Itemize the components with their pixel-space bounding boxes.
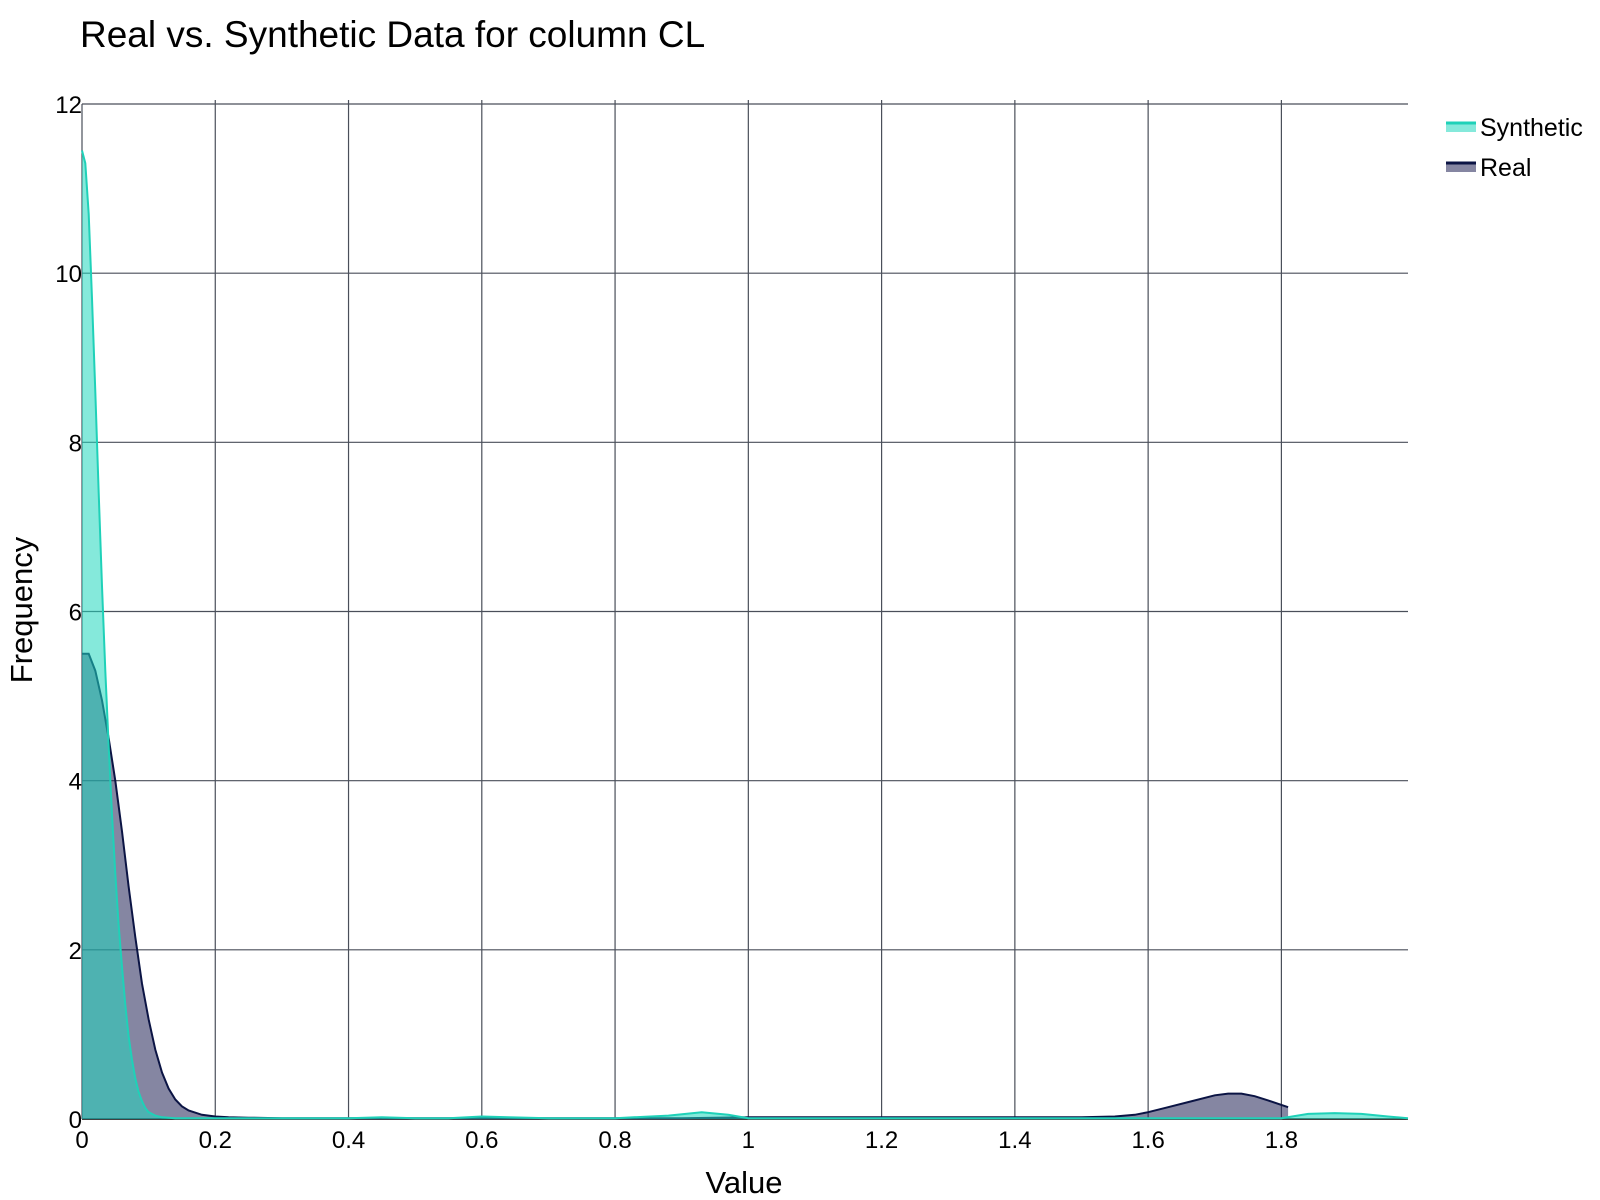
series-area-real — [82, 653, 1289, 1119]
y-tick-label: 2 — [69, 938, 82, 965]
x-tick-label: 0.8 — [598, 1127, 631, 1154]
legend-swatch-fill — [1446, 162, 1476, 172]
y-tick-label: 8 — [69, 430, 82, 457]
x-tick-label: 0 — [75, 1127, 88, 1154]
legend-item-synthetic[interactable]: Synthetic — [1446, 114, 1583, 142]
y-tick-label: 0 — [69, 1107, 82, 1134]
legend-swatch-fill — [1446, 122, 1476, 132]
legend-item-real[interactable]: Real — [1446, 154, 1531, 182]
y-tick-label: 6 — [69, 600, 82, 627]
legend-label: Real — [1480, 154, 1531, 182]
legend-label: Synthetic — [1480, 114, 1583, 142]
series-line-synthetic — [81, 150, 1409, 1120]
x-axis-title: Value — [706, 1165, 783, 1200]
series-areas — [81, 150, 1409, 1120]
chart-title: Real vs. Synthetic Data for column CL — [80, 14, 706, 55]
y-tick-label: 4 — [69, 769, 82, 796]
x-tick-label: 0.2 — [199, 1127, 232, 1154]
x-tick-label: 1.6 — [1131, 1127, 1164, 1154]
x-tick-label: 0.4 — [332, 1127, 365, 1154]
x-tick-label: 1 — [742, 1127, 755, 1154]
y-tick-label: 12 — [55, 92, 82, 119]
x-tick-label: 0.6 — [465, 1127, 498, 1154]
x-tick-label: 1.8 — [1265, 1127, 1298, 1154]
x-tick-label: 1.2 — [865, 1127, 898, 1154]
axis-ticks: 0 0.2 0.4 0.6 0.8 1 1.2 1.4 1.6 1.8 0 2 4 6 8 10 12 — [55, 92, 1298, 1154]
series-line-real — [82, 652, 1289, 1120]
grid-lines — [81, 100, 1408, 1120]
series-area-synthetic — [82, 150, 1408, 1119]
x-tick-label: 1.4 — [998, 1127, 1031, 1154]
y-axis-title: Frequency — [4, 536, 39, 683]
legend[interactable]: Synthetic Real — [1446, 114, 1583, 182]
y-tick-label: 10 — [55, 261, 82, 288]
